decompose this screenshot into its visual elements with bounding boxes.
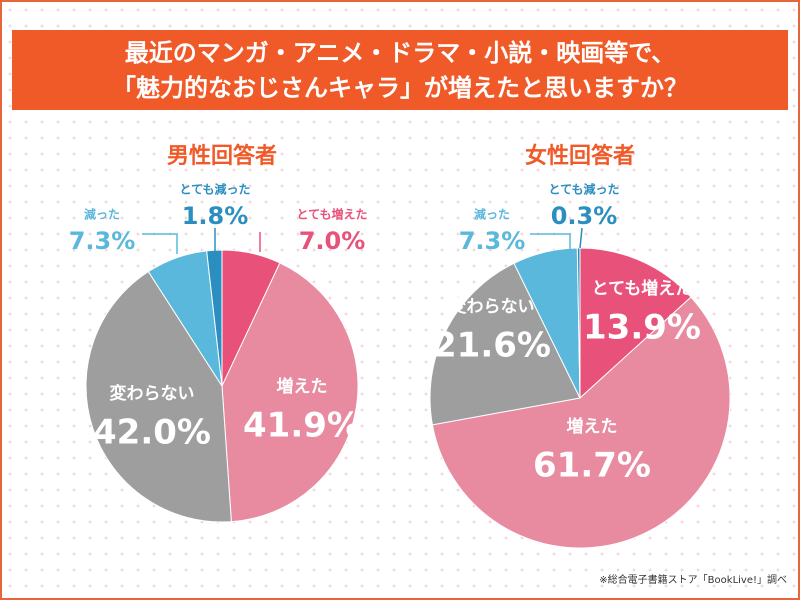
pie-slice — [429, 262, 581, 426]
slice-value: 61.7% — [533, 446, 651, 486]
leader-line — [530, 233, 571, 250]
slice-value: 1.8% — [182, 202, 249, 230]
pie-slice — [576, 247, 581, 399]
slice-value: 0.3% — [551, 202, 618, 230]
slice-category: 増えた — [277, 376, 328, 397]
slice-category: とても増えた — [296, 207, 367, 222]
slice-category: とても減った — [548, 182, 619, 197]
leader-line — [579, 227, 583, 249]
slice-value: 13.9% — [583, 308, 701, 348]
slice-value: 7.3% — [69, 227, 136, 255]
slice-category: 変わらない — [110, 383, 195, 404]
chart-title: 男性回答者 — [167, 143, 277, 169]
slice-value: 7.3% — [459, 227, 526, 255]
pie-slice — [221, 262, 359, 523]
slice-category: とても減った — [179, 182, 250, 197]
title-banner — [12, 30, 788, 110]
slice-value: 21.6% — [433, 326, 551, 366]
slice-value: 42.0% — [93, 413, 211, 453]
chart-title: 女性回答者 — [525, 143, 635, 169]
pie-slice — [431, 296, 731, 549]
slice-category: 増えた — [567, 416, 618, 437]
title-line: 最近のマンガ・アニメ・ドラマ・小説・映画等で、 — [125, 39, 676, 67]
slice-category: 変わらない — [450, 296, 535, 317]
source-note: ※総合電子書籍ストア「BookLive!」調べ — [599, 573, 787, 586]
slice-category: 減った — [84, 207, 120, 222]
leader-line — [142, 233, 178, 254]
slice-category: とても増えた — [592, 278, 693, 299]
slice-value: 7.0% — [299, 227, 366, 255]
pie-slice — [85, 270, 232, 523]
title-line: 「魅力的なおじさんキャラ」が増えたと思いますか？ — [112, 74, 688, 102]
slice-category: 減った — [474, 207, 510, 222]
slice-value: 41.9% — [243, 406, 361, 446]
pie-slice — [579, 247, 692, 400]
